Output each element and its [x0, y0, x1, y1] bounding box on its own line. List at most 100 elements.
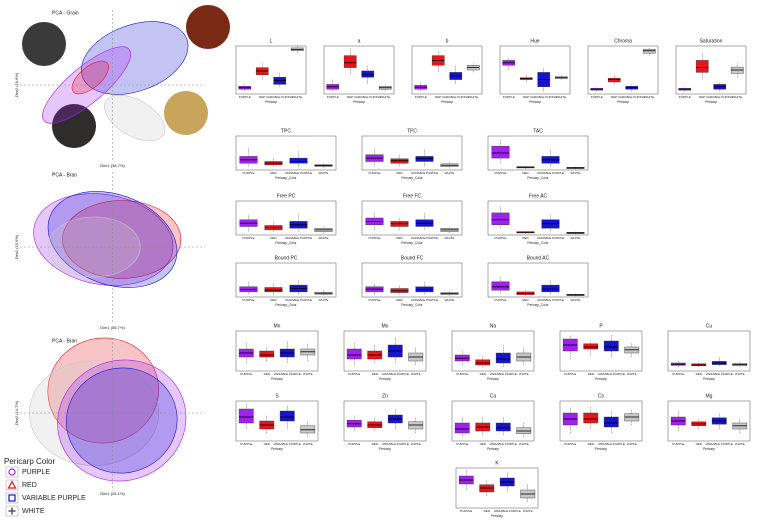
x-tick-label: VARIABLE PURPLE — [382, 372, 409, 376]
x-tick-label: VARIABLE PURPLE — [490, 442, 517, 446]
box — [607, 77, 621, 83]
x-axis-label: Pericarp — [491, 514, 503, 518]
x-tick-label: PURPLE — [348, 372, 360, 376]
x-tick-label: RED — [522, 236, 529, 240]
plot-frame — [667, 330, 751, 372]
x-tick-label: VARIABLE PURPLE — [285, 236, 312, 240]
x-tick-label: WHITE — [303, 372, 313, 376]
group-ellipse — [81, 21, 189, 95]
plot-frame — [487, 200, 589, 236]
x-tick-label: WHITE — [445, 171, 455, 175]
group-ellipse — [71, 60, 109, 95]
group-ellipse — [66, 367, 178, 474]
x-tick-label: RED — [480, 372, 487, 376]
plot-frame — [235, 330, 319, 372]
x-tick-label: VARIABLE PURPLE — [274, 442, 301, 446]
legend-key — [5, 466, 19, 478]
plot-frame — [675, 45, 747, 95]
plot-frame — [487, 262, 589, 298]
x-axis-label: Pericarp_Color — [401, 241, 423, 245]
x-axis-label: Pericarp — [595, 377, 607, 381]
x-tick-label: PURPLE — [494, 298, 506, 302]
x-axis-label: Pericarp_Color — [527, 241, 549, 245]
x-tick-label: VARIABLE PURPLE — [494, 509, 521, 513]
x-axis-label: Pericarp — [441, 100, 453, 104]
box — [495, 422, 511, 432]
legend-marker — [8, 468, 16, 476]
legend-label: WHITE — [22, 508, 45, 515]
x-tick-label: WHITE — [735, 442, 745, 446]
x-tick-label: RED — [522, 298, 529, 302]
x-tick-label: VARIABLE PURPLE — [490, 372, 517, 376]
box — [603, 416, 619, 428]
x-tick-label: PURPLE — [368, 298, 380, 302]
x-tick-label: WHITE — [556, 95, 566, 99]
panel-title: TAC — [533, 128, 543, 134]
x-axis-label: Pericarp_Color — [401, 176, 423, 180]
x-tick-label: VARIABLE PURPLE — [530, 95, 557, 99]
x-tick-label: PURPLE — [368, 171, 380, 175]
panel-title: Hue — [530, 38, 539, 44]
x-tick-label: VARIABLE PURPLE — [274, 372, 301, 376]
x-tick-label: WHITE — [319, 236, 329, 240]
x-tick-label: PURPLE — [240, 372, 252, 376]
x-tick-label: PURPLE — [239, 95, 251, 99]
panel-title: P — [599, 323, 603, 329]
x-tick-label: WHITE — [627, 442, 637, 446]
panel-title: Saturation — [700, 38, 723, 44]
x-tick-label: RED — [588, 442, 595, 446]
x-tick-label: RED — [270, 298, 277, 302]
x-tick-label: RED — [522, 171, 529, 175]
box — [642, 49, 656, 54]
panel-title: S — [275, 393, 279, 399]
x-tick-label: VARIABLE PURPLE — [382, 442, 409, 446]
x-axis-label: Pericarp — [705, 100, 717, 104]
x-tick-label: RED — [264, 372, 271, 376]
x-axis-label: Pericarp_Color — [275, 303, 297, 307]
plot-frame — [361, 262, 463, 298]
group-ellipse — [33, 193, 174, 286]
box — [454, 422, 470, 434]
panel-title: K — [495, 460, 499, 466]
pca-title: PCA - Bran — [52, 172, 77, 178]
x-tick-label: VARIABLE PURPLE — [537, 298, 564, 302]
panel-title: Cu — [706, 323, 713, 329]
x-axis-label: Pericarp — [595, 447, 607, 451]
plot-frame — [411, 45, 483, 95]
x-tick-label: PURPLE — [242, 298, 254, 302]
panel-title: Bound AC — [527, 255, 550, 261]
x-tick-label: RED — [347, 95, 354, 99]
x-tick-label: PURPLE — [494, 236, 506, 240]
x-tick-label: PURPLE — [240, 442, 252, 446]
box — [238, 408, 254, 424]
x-tick-label: RED — [396, 171, 403, 175]
legend-marker — [8, 507, 16, 515]
pca-title: PCA - Bran — [52, 338, 77, 344]
x-tick-label: RED — [270, 236, 277, 240]
box — [495, 352, 511, 364]
x-tick-label: VARIABLE PURPLE — [537, 171, 564, 175]
panel-title: L — [270, 38, 273, 44]
plot-frame — [361, 200, 463, 236]
sample-photo — [22, 22, 66, 66]
x-tick-label: RED — [611, 95, 618, 99]
group-ellipse — [57, 359, 187, 482]
x-tick-label: PURPLE — [679, 95, 691, 99]
panel-title: Chroma — [614, 38, 632, 44]
box — [583, 412, 599, 424]
x-tick-label: WHITE — [319, 171, 329, 175]
legend-marker — [8, 494, 16, 502]
panel-title: Free AC — [529, 193, 548, 199]
box — [491, 281, 510, 291]
x-tick-label: WHITE — [303, 442, 313, 446]
plot-frame — [451, 400, 535, 442]
x-tick-label: WHITE — [319, 298, 329, 302]
plot-frame — [455, 467, 539, 509]
box — [289, 157, 308, 164]
y-axis-label: Dim2 (19.6%) — [14, 72, 19, 97]
x-tick-label: VARIABLE PURPLE — [618, 95, 645, 99]
x-tick-label: WHITE — [445, 236, 455, 240]
x-tick-label: WHITE — [644, 95, 654, 99]
panel-title: Cs — [598, 393, 605, 399]
